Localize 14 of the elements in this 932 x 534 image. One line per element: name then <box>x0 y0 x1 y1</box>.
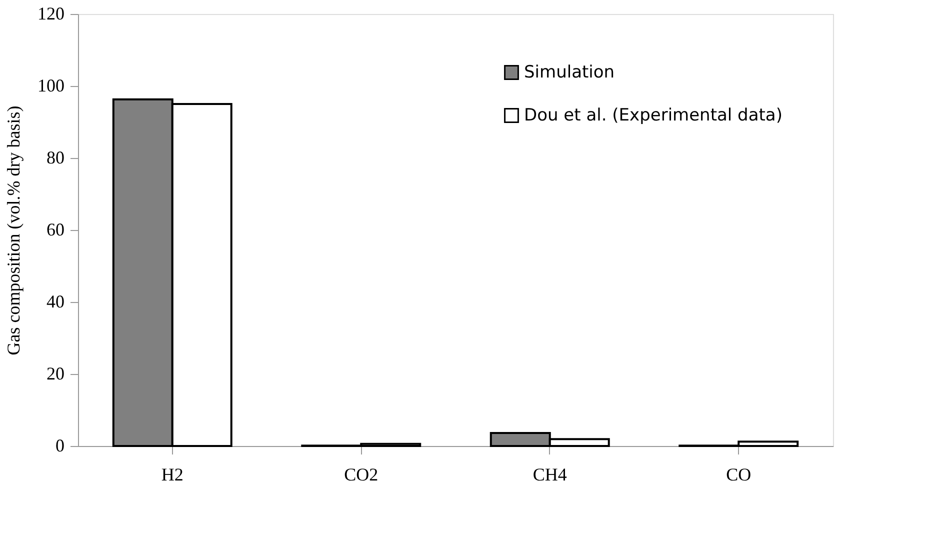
y-tick-label: 0 <box>56 436 64 456</box>
y-tick-label: 80 <box>46 148 64 168</box>
legend-label: Dou et al. (Experimental data) <box>524 106 782 126</box>
y-axis-title: Gas composition (vol.% dry basis) <box>4 106 24 356</box>
y-tick-label: 20 <box>46 364 64 384</box>
x-tick-label: CH4 <box>532 464 567 484</box>
x-tick-label: CO2 <box>344 464 378 484</box>
y-tick-label: 100 <box>38 76 64 96</box>
x-tick-label: H2 <box>161 464 184 484</box>
y-tick-label: 40 <box>46 292 64 312</box>
y-tick-label: 60 <box>46 220 64 240</box>
x-tick-label: CO <box>726 464 752 484</box>
y-tick-label: 120 <box>38 4 64 24</box>
legend-label: Simulation <box>524 62 615 82</box>
